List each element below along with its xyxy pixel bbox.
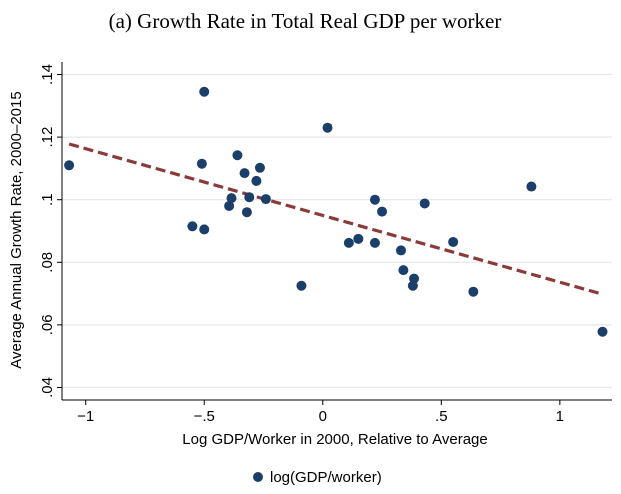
data-point xyxy=(199,86,210,97)
data-point xyxy=(226,193,237,204)
data-point xyxy=(241,207,252,218)
data-point xyxy=(353,233,364,244)
data-point xyxy=(187,221,198,232)
data-point xyxy=(322,122,333,133)
data-point xyxy=(251,175,262,186)
legend-marker xyxy=(253,472,263,482)
data-point xyxy=(196,158,207,169)
x-axis-label: Log GDP/Worker in 2000, Relative to Aver… xyxy=(182,431,487,448)
y-axis-ticks: .04 .06 .08 .1 .12 .14 xyxy=(39,64,62,398)
x-tick-label: −.5 xyxy=(194,408,215,425)
fit-line-group xyxy=(68,142,603,296)
y-tick-label: .06 xyxy=(39,314,56,335)
y-axis-label: Average Annual Growth Rate, 2000–2015 xyxy=(8,91,25,368)
y-tick-label: .04 xyxy=(39,377,56,398)
data-point xyxy=(448,236,459,247)
grid-lines xyxy=(62,73,612,389)
x-tick-label: 1 xyxy=(556,408,564,425)
data-point xyxy=(526,181,537,192)
data-point xyxy=(239,168,250,179)
x-tick-label: .5 xyxy=(435,408,448,425)
data-point xyxy=(398,265,409,276)
data-point xyxy=(343,237,354,248)
data-point xyxy=(419,198,430,209)
y-tick-label: .1 xyxy=(39,193,56,206)
data-point xyxy=(369,194,380,205)
data-points xyxy=(64,86,608,337)
x-tick-label: −1 xyxy=(77,408,94,425)
data-point xyxy=(260,194,271,205)
fit-line xyxy=(68,142,603,296)
data-point xyxy=(377,206,388,217)
data-point xyxy=(232,150,243,161)
chart-title: (a) Growth Rate in Total Real GDP per wo… xyxy=(109,9,502,33)
x-tick-label: 0 xyxy=(319,408,327,425)
data-point xyxy=(597,326,608,337)
data-point xyxy=(407,280,418,291)
data-point xyxy=(199,224,210,235)
data-point xyxy=(64,160,75,171)
data-point xyxy=(296,280,307,291)
legend-label: log(GDP/worker) xyxy=(270,469,382,486)
x-axis-ticks: −1 −.5 0 .5 1 xyxy=(77,400,564,425)
data-point xyxy=(396,245,407,256)
y-tick-label: .14 xyxy=(39,64,56,85)
y-tick-label: .12 xyxy=(39,127,56,148)
y-tick-label: .08 xyxy=(39,252,56,273)
data-point xyxy=(254,162,265,173)
data-point xyxy=(468,286,479,297)
data-point xyxy=(224,200,235,211)
data-point xyxy=(244,192,255,203)
legend: log(GDP/worker) xyxy=(253,469,382,486)
data-point xyxy=(369,237,380,248)
